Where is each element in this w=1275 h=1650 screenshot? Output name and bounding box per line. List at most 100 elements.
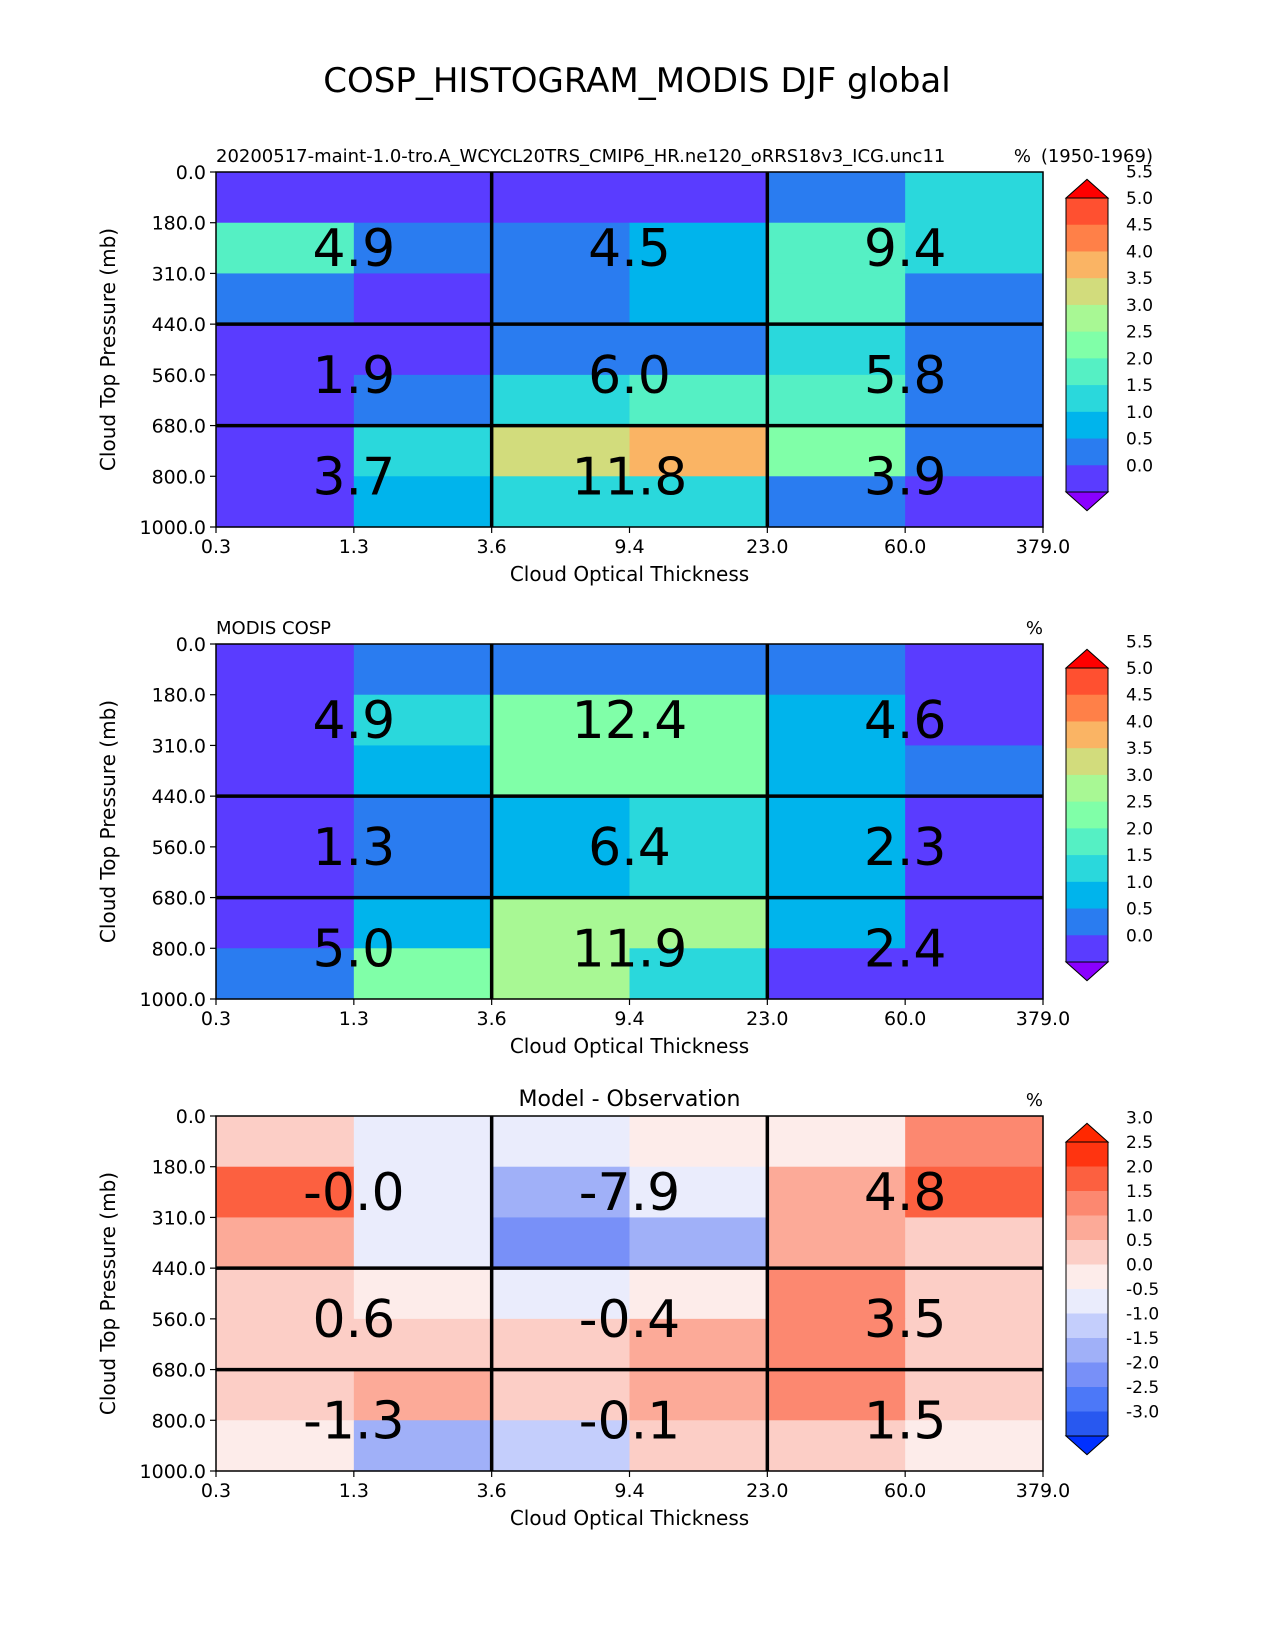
box-label: 1.5	[864, 1391, 947, 1451]
colorbar-segment	[1066, 198, 1108, 226]
box-label: 3.7	[312, 447, 395, 507]
box-label: 3.5	[864, 1290, 947, 1350]
heatmap-cell	[491, 644, 631, 696]
x-tick-label: 0.3	[201, 1008, 231, 1030]
colorbar-tick-label: 5.5	[1126, 162, 1153, 182]
box-label: -1.3	[303, 1391, 404, 1451]
heatmap-cell	[767, 1369, 906, 1421]
y-tick-label: 440.0	[152, 314, 206, 336]
heatmap-cell	[353, 1217, 493, 1269]
heatmap-cell	[905, 374, 1044, 427]
colorbar-tick-label: 1.5	[1126, 376, 1153, 396]
heatmap-cell	[629, 172, 768, 224]
heatmap-cell	[629, 1268, 768, 1320]
y-tick-label: 0.0	[176, 634, 206, 656]
heatmap-cell	[216, 1420, 355, 1472]
heatmap-cell	[216, 1166, 355, 1219]
heatmap-cell	[905, 1268, 1044, 1320]
colorbar-tick-label: 0.5	[1126, 1231, 1153, 1251]
x-tick-label: 9.4	[614, 1480, 644, 1502]
panel-subtitle-left: MODIS COSP	[216, 618, 331, 639]
colorbar-tick-label: 0.5	[1126, 430, 1153, 450]
colorbar-tick-label: 3.0	[1126, 766, 1153, 786]
heatmap-cell	[491, 1217, 631, 1269]
heatmap-cell	[353, 846, 493, 899]
heatmap-cell	[216, 897, 355, 949]
colorbar-tick-label: 1.0	[1126, 873, 1153, 893]
heatmap-cell	[491, 222, 631, 275]
heatmap-cell	[491, 796, 631, 848]
x-tick-label: 379.0	[1016, 1008, 1070, 1030]
heatmap-cell	[629, 1369, 768, 1421]
box-label: -0.4	[579, 1290, 680, 1350]
heatmap-cell	[216, 694, 355, 747]
heatmap-cell	[216, 1268, 355, 1320]
heatmap-cell	[353, 374, 493, 427]
y-axis-label: Cloud Top Pressure (mb)	[96, 1172, 120, 1415]
panel-units: %	[1026, 1090, 1043, 1111]
heatmap-cell	[767, 796, 906, 848]
heatmap-cell	[491, 846, 631, 899]
panel-subtitle-right: (1950-1969)	[1041, 146, 1153, 167]
heatmap-cell	[905, 796, 1044, 848]
x-axis-label: Cloud Optical Thickness	[510, 1034, 749, 1058]
heatmap-cell	[216, 374, 355, 427]
box-label: 11.8	[572, 447, 688, 507]
box-label: -7.9	[579, 1163, 680, 1223]
heatmap-cell	[216, 273, 355, 325]
colorbar-tick-label: 5.0	[1126, 659, 1153, 679]
colorbar-tick-label: 2.5	[1126, 323, 1153, 343]
box-label: 2.3	[864, 818, 947, 878]
heatmap-cell	[629, 374, 768, 427]
colorbar-segment	[1066, 694, 1108, 722]
colorbar-tick-label: 1.5	[1126, 1182, 1153, 1202]
heatmap-cell	[353, 172, 493, 224]
panel-subtitle-left: 20200517-maint-1.0-tro.A_WCYCL20TRS_CMIP…	[216, 146, 945, 167]
heatmap-cell	[905, 222, 1044, 275]
x-tick-label: 379.0	[1016, 536, 1070, 558]
y-tick-label: 310.0	[152, 263, 206, 285]
colorbar-tick-label: 1.0	[1126, 403, 1153, 423]
heatmap-cell	[905, 644, 1044, 696]
colorbar-tick-label: 5.0	[1126, 189, 1153, 209]
heatmap-cell	[353, 273, 493, 325]
colorbar-tick-label: 4.0	[1126, 712, 1153, 732]
y-tick-label: 310.0	[152, 735, 206, 757]
heatmap-cell	[491, 1268, 631, 1320]
heatmap-cell	[767, 1268, 906, 1320]
colorbar-segment	[1066, 438, 1108, 466]
colorbar-tick-label: -1.5	[1126, 1329, 1159, 1349]
heatmap-cell	[905, 324, 1044, 376]
colorbar-tick-label: 1.5	[1126, 846, 1153, 866]
heatmap-cell	[353, 796, 493, 848]
heatmap-cell	[491, 324, 631, 376]
heatmap-cell	[216, 1318, 355, 1371]
heatmap-cell	[629, 897, 768, 949]
y-tick-label: 800.0	[152, 1410, 206, 1432]
heatmap-cell	[216, 745, 355, 797]
heatmap-cell	[216, 1116, 355, 1168]
heatmap-cell	[629, 425, 768, 477]
heatmap-cell	[353, 644, 493, 696]
box-label: -0.0	[303, 1163, 404, 1223]
heatmap-cell	[767, 374, 906, 427]
box-label: 2.4	[864, 919, 947, 979]
colorbar-tick-label: 1.0	[1126, 1207, 1153, 1227]
y-tick-label: 680.0	[152, 888, 206, 910]
heatmap-cell	[353, 948, 493, 1000]
colorbar-tick-label: 4.5	[1126, 686, 1153, 706]
heatmap-cell	[905, 745, 1044, 797]
heatmap-cell	[491, 948, 631, 1000]
heatmap-cell	[491, 374, 631, 427]
heatmap-cell	[905, 1217, 1044, 1269]
heatmap-cell	[353, 1116, 493, 1168]
colorbar-segment	[1066, 881, 1108, 910]
heatmap-cell	[767, 694, 906, 747]
heatmap-cell	[353, 745, 493, 797]
heatmap-cell	[491, 476, 631, 528]
heatmap-cell	[905, 1166, 1044, 1219]
figure-title: COSP_HISTOGRAM_MODIS DJF global	[323, 61, 950, 101]
colorbar-segment	[1066, 224, 1108, 252]
colorbar-segment	[1066, 935, 1108, 963]
colorbar-extend-min	[1064, 961, 1110, 982]
